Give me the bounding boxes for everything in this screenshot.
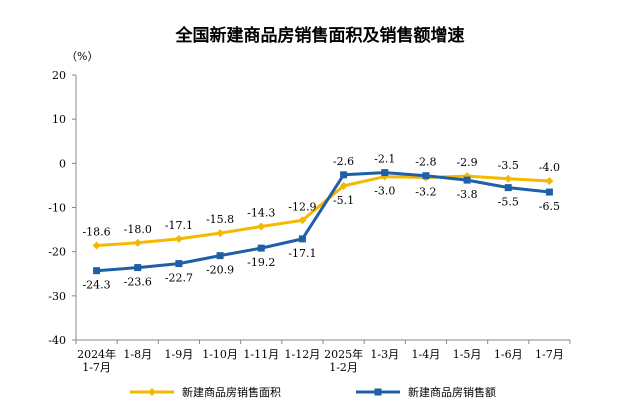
x-tick-label: 1-12月 [285, 348, 321, 361]
legend-label: 新建商品房销售面积 [182, 385, 281, 399]
data-point [340, 171, 348, 179]
data-label: -2.6 [333, 155, 354, 168]
legend-marker [374, 388, 382, 396]
legend-label: 新建商品房销售额 [408, 385, 496, 399]
data-label: -3.0 [374, 185, 395, 198]
data-point [422, 172, 430, 180]
data-label: -4.0 [539, 161, 560, 174]
data-label: -3.5 [498, 159, 519, 172]
data-point [257, 222, 266, 231]
y-tick-label: 10 [52, 113, 66, 126]
data-point [298, 235, 306, 243]
series-layer: -18.6 -18.0 -17.1 -15.8 -14.3 -12.9 -5.1 -3.0 -3… [82, 153, 560, 292]
x-tick-label: 2025年 1-2月 [324, 347, 363, 374]
x-tick-label-line: 2025年 [324, 347, 363, 361]
x-tick-label: 1-8月 [123, 348, 152, 361]
y-tick-label: -30 [48, 290, 66, 303]
data-label: -15.8 [206, 213, 234, 226]
y-tick-label: 0 [59, 157, 66, 170]
data-label: -5.5 [498, 196, 519, 209]
x-tick-label-line: 1-12月 [285, 348, 321, 361]
data-point [92, 241, 101, 250]
y-axis-unit-label: （%） [66, 50, 98, 63]
x-tick-label-line: 1-7月 [535, 348, 564, 361]
x-tick-label: 1-10月 [202, 348, 238, 361]
data-label: -20.9 [206, 264, 234, 277]
y-tick-label: -40 [48, 334, 66, 347]
data-point [504, 174, 513, 183]
data-point [463, 176, 471, 184]
y-tick-label: 20 [52, 69, 66, 82]
series-1: -24.3 -23.6 -22.7 -20.9 -19.2 -17.1 -2.6 -2.1 -2… [82, 153, 560, 292]
data-label: -23.6 [124, 276, 152, 289]
x-tick-label-line: 1-6月 [494, 348, 523, 361]
data-label: -17.1 [288, 247, 316, 260]
data-point [216, 252, 224, 260]
data-label: -17.1 [165, 219, 193, 232]
data-point [339, 181, 348, 190]
x-tick-label: 1-9月 [165, 348, 194, 361]
x-tick-label: 1-7月 [535, 348, 564, 361]
x-tick-label-line: 1-7月 [82, 361, 111, 374]
data-label: -2.9 [456, 156, 477, 169]
legend-item-1: 新建商品房销售额 [356, 385, 496, 399]
x-tick-label: 1-4月 [412, 348, 441, 361]
data-point [545, 177, 554, 185]
x-axis: 2024年 1-7月1-8月 1-9月 1-10月 1-11月 1-12月 2025年 1-2… [75, 339, 571, 374]
data-label: -19.2 [247, 256, 275, 269]
data-point [298, 216, 307, 225]
x-tick-label-line: 1-3月 [370, 348, 399, 361]
x-tick-label-line: 1-5月 [453, 348, 482, 361]
x-tick-label-line: 1-11月 [243, 348, 279, 361]
data-label: -14.3 [247, 206, 275, 219]
x-tick-label: 1-11月 [243, 348, 279, 361]
chart-title: 全国新建商品房销售面积及销售额增速 [175, 25, 465, 46]
data-label: -18.0 [124, 223, 152, 236]
data-point [93, 267, 101, 275]
x-tick-label: 1-3月 [370, 348, 399, 361]
data-label: -12.9 [288, 200, 316, 213]
data-label: -5.1 [333, 194, 354, 207]
data-point [174, 234, 183, 243]
x-tick-label-line: 1-2月 [329, 361, 358, 374]
data-point [133, 238, 142, 247]
y-axis: 20 10 0 -10 -20 -30 -40 [48, 69, 77, 347]
series-line [96, 174, 550, 247]
data-label: -2.8 [415, 156, 436, 169]
data-label: -22.7 [165, 272, 193, 285]
x-tick-label: 1-6月 [494, 348, 523, 361]
data-point [257, 244, 265, 252]
data-point [175, 260, 183, 268]
data-label: -18.6 [82, 225, 110, 238]
data-point [381, 169, 389, 177]
series-line [96, 171, 550, 273]
legend: 新建商品房销售面积 新建商品房销售额 [130, 385, 496, 399]
data-label: -3.8 [456, 188, 477, 201]
x-tick-label: 2024年 1-7月 [77, 347, 116, 374]
data-label: -3.2 [415, 185, 436, 198]
data-label: -24.3 [82, 279, 110, 292]
legend-item-0: 新建商品房销售面积 [130, 385, 281, 399]
x-tick-label-line: 1-8月 [123, 348, 152, 361]
data-point [216, 229, 225, 238]
x-tick-label: 1-5月 [453, 348, 482, 361]
x-tick-label-line: 1-10月 [202, 348, 238, 361]
legend-marker [148, 388, 156, 396]
x-tick-label-line: 1-4月 [412, 348, 441, 361]
series-0: -18.6 -18.0 -17.1 -15.8 -14.3 -12.9 -5.1 -3.0 -3… [82, 156, 560, 250]
y-tick-label: -20 [48, 246, 66, 259]
data-point [545, 188, 553, 196]
y-tick-label: -10 [48, 202, 66, 215]
x-tick-label-line: 2024年 [77, 347, 116, 361]
x-tick-label-line: 1-9月 [165, 348, 194, 361]
data-label: -6.5 [539, 200, 560, 213]
data-point [134, 264, 142, 272]
data-point [504, 184, 512, 192]
data-label: -2.1 [374, 153, 395, 166]
